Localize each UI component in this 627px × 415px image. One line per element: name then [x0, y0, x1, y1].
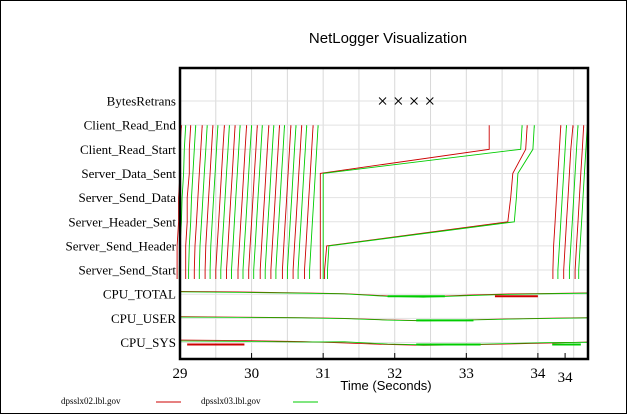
lifeline-trace: [563, 125, 574, 279]
retrans-marker: [394, 97, 403, 105]
retrans-marker: [378, 97, 387, 105]
legend-item: dpsslx03.lbl.gov: [201, 396, 318, 406]
legend: dpsslx02.lbl.gov dpsslx03.lbl.gov: [61, 396, 318, 406]
lifeline-trace: [286, 125, 297, 279]
lifelines: [176, 125, 588, 279]
lifeline-trace: [264, 125, 275, 279]
row-label: CPU_USER: [111, 311, 176, 326]
lifeline-trace: [220, 125, 230, 279]
lifeline-trace: [204, 125, 214, 279]
lifeline-trace: [557, 125, 567, 279]
lifeline-trace: [198, 125, 208, 279]
cpu-trace: [179, 340, 589, 346]
lifeline-trace: [322, 125, 523, 279]
plot-area-border: [178, 66, 590, 361]
x-axis-label: Time (Seconds): [340, 378, 431, 393]
x-tick-label: 31: [316, 366, 331, 382]
row-labels: BytesRetrans Client_Read_End Client_Read_S…: [66, 94, 177, 351]
lifeline-trace: [578, 125, 588, 279]
lifeline-trace: [297, 125, 308, 279]
lifeline-trace: [304, 125, 314, 279]
lifeline-trace: [209, 125, 219, 279]
x-tick-label: 30: [244, 366, 259, 382]
lifeline-trace: [324, 125, 528, 279]
lifeline-trace: [185, 125, 192, 279]
lifeline-trace: [327, 125, 535, 279]
lifeline-trace: [270, 125, 280, 279]
lifeline-trace: [259, 125, 270, 279]
row-label: CPU_SYS: [120, 335, 176, 350]
x-tick-label: 34: [558, 370, 574, 386]
marker-stroke: [378, 97, 387, 105]
x-axis-ticks: 29 30 31 32 33 34 34: [173, 353, 574, 386]
cpu-trace: [179, 339, 589, 346]
x-tick-label: 29: [173, 366, 188, 382]
lifeline-trace: [292, 125, 303, 279]
marker-stroke: [425, 97, 434, 105]
legend-item: dpsslx02.lbl.gov: [61, 396, 181, 406]
lifeline-trace: [275, 125, 285, 279]
row-label: Server_Send_Data: [79, 190, 177, 205]
cpu-traces: [179, 291, 589, 346]
lifeline-trace: [253, 125, 263, 279]
lifeline-trace: [568, 125, 579, 279]
x-tick-label: 32: [387, 366, 402, 382]
row-label: BytesRetrans: [107, 94, 176, 109]
lifeline-trace: [281, 125, 292, 279]
row-label: Client_Read_End: [84, 118, 177, 133]
lifeline-trace: [193, 125, 203, 279]
x-tick-label: 33: [459, 366, 474, 382]
lifeline-trace: [248, 125, 258, 279]
row-label: CPU_TOTAL: [103, 287, 176, 302]
lifeline-trace: [188, 125, 197, 279]
lifeline-trace: [242, 125, 253, 279]
legend-label: dpsslx03.lbl.gov: [201, 396, 261, 406]
legend-label: dpsslx02.lbl.gov: [61, 396, 121, 406]
retrans-markers: [378, 97, 434, 105]
row-label: Server_Send_Start: [79, 263, 177, 278]
marker-stroke: [394, 97, 403, 105]
retrans-marker: [410, 97, 418, 105]
x-tick-label: 34: [530, 366, 546, 382]
row-label: Client_Read_Start: [80, 142, 176, 157]
row-label: Server_Header_Sent: [68, 214, 176, 229]
lifeline-trace: [574, 125, 585, 279]
lifeline-trace: [237, 125, 248, 279]
retrans-marker: [425, 97, 434, 105]
marker-stroke: [410, 97, 418, 105]
row-label: Server_Send_Header: [66, 238, 177, 253]
lifeline-trace: [319, 125, 490, 279]
lifeline-trace: [231, 125, 241, 279]
cpu-trace: [179, 316, 589, 322]
lifeline-trace: [552, 125, 562, 279]
lifeline-trace: [309, 125, 319, 279]
chart-title: NetLogger Visualization: [309, 30, 467, 47]
row-label: Server_Data_Sent: [81, 166, 176, 181]
lifeline-trace: [226, 125, 236, 279]
lifeline-trace: [215, 125, 225, 279]
